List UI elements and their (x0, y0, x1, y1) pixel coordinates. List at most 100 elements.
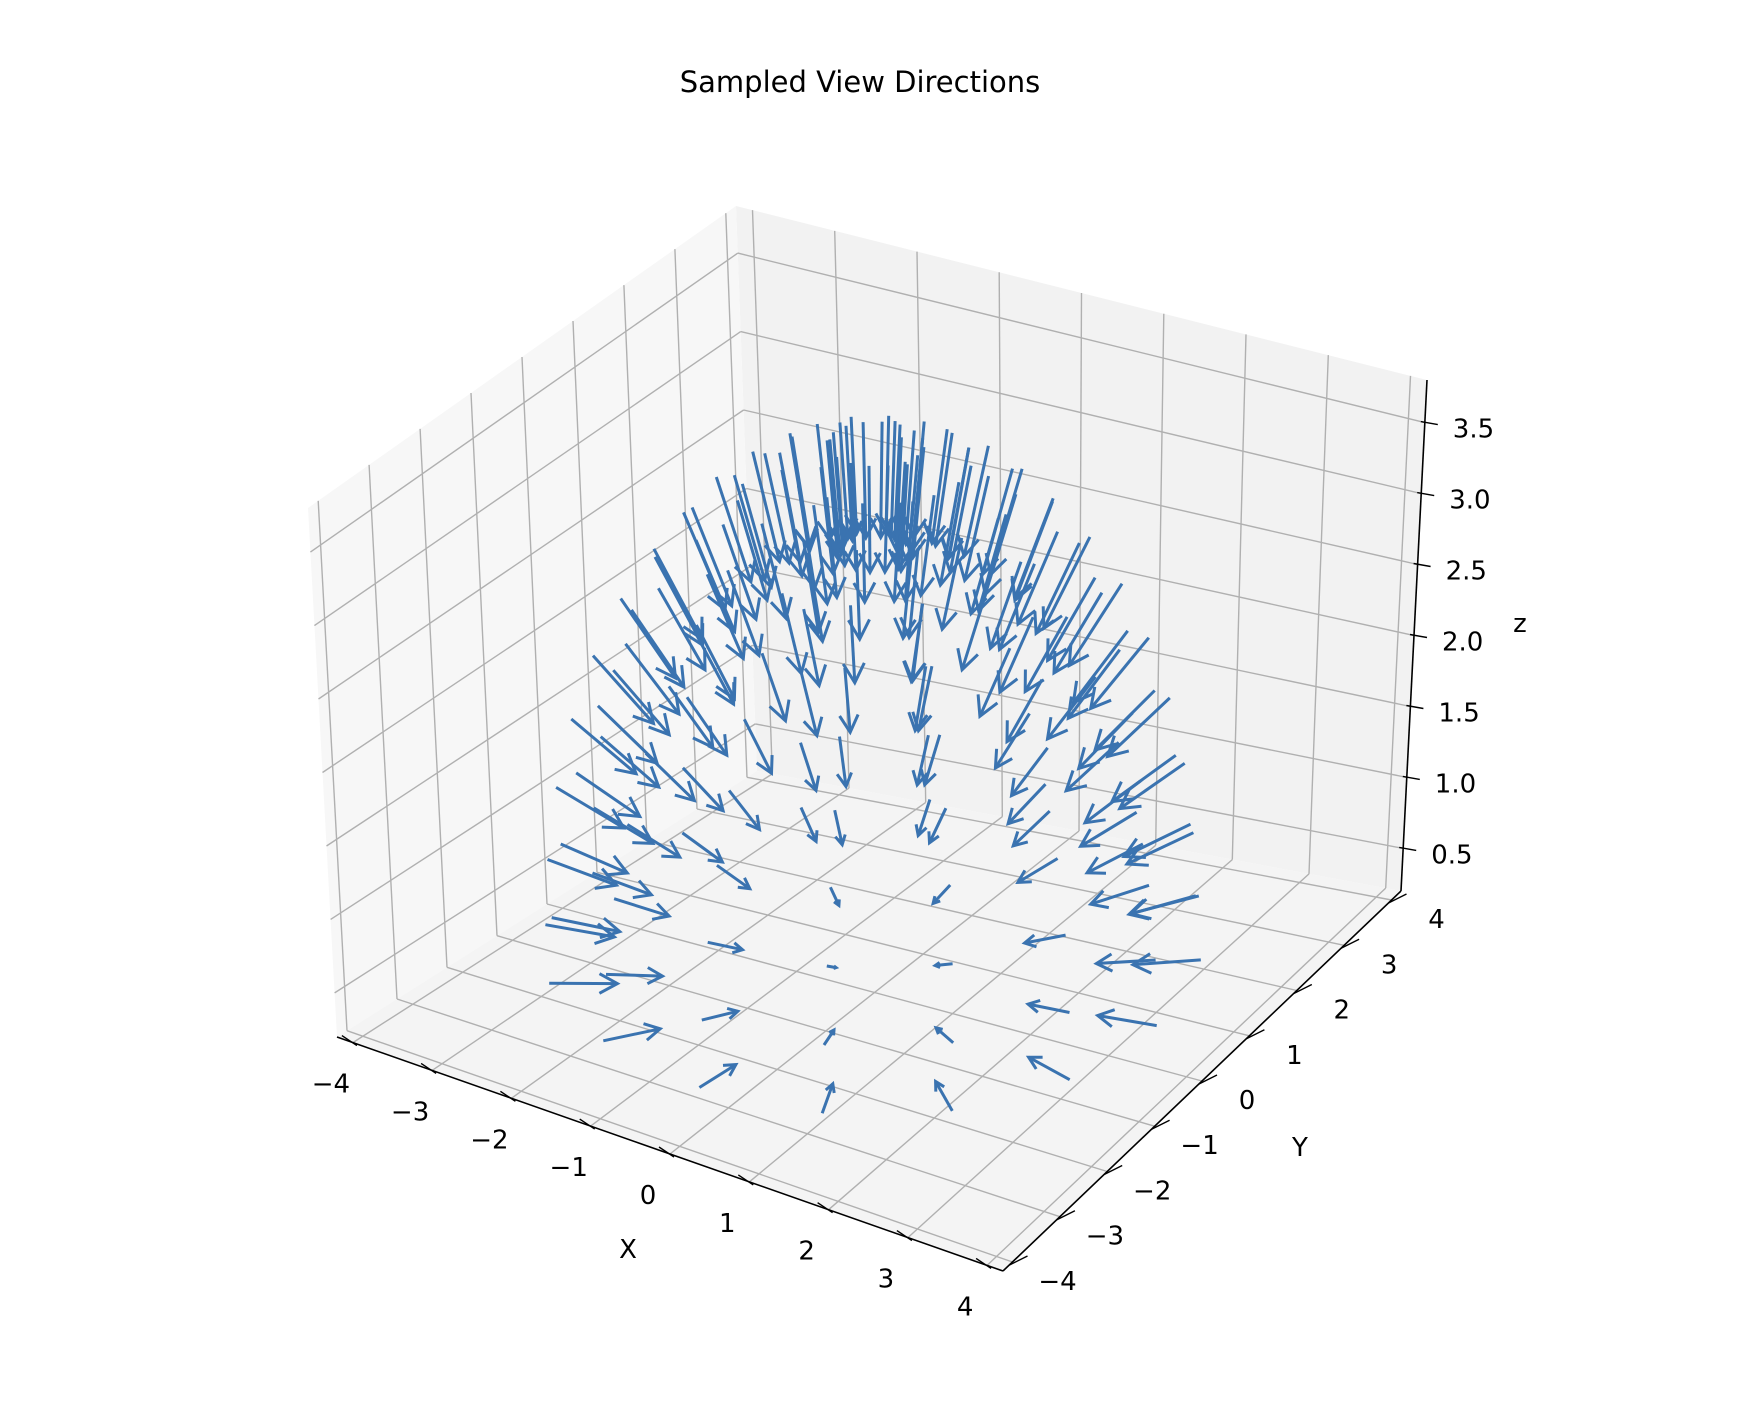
y-grid-floor (646, 840, 1297, 992)
axis-lines (336, 379, 1438, 1272)
view-direction-arrow (681, 766, 726, 813)
x-tick-label: 0 (640, 1181, 657, 1211)
view-direction-arrow (1088, 636, 1150, 711)
view-direction-arrow (612, 669, 672, 738)
view-direction-arrow (1126, 894, 1197, 921)
view-direction-arrow (984, 468, 1024, 578)
view-direction-arrow (740, 483, 778, 591)
view-direction-arrow (727, 789, 762, 832)
y-grid-floor (596, 871, 1250, 1037)
view-direction-arrow (591, 654, 656, 726)
view-direction-arrow (682, 511, 729, 613)
y-tick-mark (1103, 1164, 1123, 1176)
view-direction-arrow (602, 1022, 664, 1043)
view-direction-arrow (934, 1078, 954, 1112)
z-axis-label: z (1513, 609, 1527, 639)
view-direction-arrow (1052, 591, 1104, 676)
y-axis-label: Y (1291, 1133, 1308, 1163)
y-tick-label: −1 (1180, 1131, 1218, 1161)
view-direction-arrow (1023, 616, 1069, 695)
y-tick-mark (1293, 983, 1313, 995)
view-direction-arrow (763, 452, 797, 567)
x-tick-mark (658, 1146, 675, 1158)
view-direction-arrow (721, 524, 762, 623)
y-grid-floor (546, 903, 1203, 1082)
y-grid-floor (446, 966, 1108, 1173)
view-direction-arrow (1046, 576, 1097, 664)
y-grid-floor (496, 935, 1155, 1127)
y-tick-label: 4 (1428, 905, 1445, 935)
view-direction-arrow (914, 799, 932, 839)
view-direction-arrow (575, 771, 643, 819)
view-direction-arrow (1077, 811, 1138, 848)
y-tick-label: 3 (1381, 950, 1398, 980)
y-tick-label: 0 (1239, 1086, 1256, 1116)
z-grid-left-wall (322, 487, 747, 774)
view-direction-arrow (624, 642, 681, 717)
z-grid-back-wall (740, 330, 1422, 495)
view-direction-arrow (1014, 531, 1059, 627)
view-direction-arrow (1015, 857, 1059, 885)
view-direction-arrow (926, 432, 954, 550)
view-direction-arrow (751, 451, 787, 565)
view-direction-arrow (806, 552, 832, 645)
y-axis-line (1002, 890, 1402, 1272)
x-tick-mark (975, 1257, 992, 1269)
view-direction-arrow (911, 734, 930, 788)
view-direction-arrow (829, 886, 841, 909)
view-direction-arrow (799, 672, 824, 739)
z-grid-back-wall (743, 409, 1418, 566)
view-direction-arrow (907, 666, 929, 734)
view-direction-arrow (812, 504, 837, 607)
view-direction-arrow (911, 665, 934, 734)
view-direction-arrow (685, 696, 729, 758)
x-tick-label: −4 (312, 1070, 350, 1100)
x-tick-mark (737, 1174, 754, 1186)
y-tick-mark (1246, 1029, 1265, 1040)
view-direction-arrow (630, 609, 686, 690)
z-tick-mark (1409, 633, 1428, 639)
z-grid-back-wall (737, 252, 1425, 424)
view-direction-arrow (899, 548, 923, 641)
view-direction-arrow (1021, 933, 1066, 949)
view-direction-arrow (716, 864, 753, 891)
view-direction-arrow (976, 647, 1012, 720)
y-tick-mark (1340, 938, 1360, 949)
view-direction-arrow (930, 883, 952, 906)
z-tick-mark (1413, 562, 1431, 568)
view-direction-arrow (1033, 542, 1081, 637)
x-tick-mark (896, 1230, 913, 1242)
view-direction-arrow (1093, 952, 1156, 973)
view-direction-arrow (693, 631, 736, 707)
view-direction-arrow (619, 597, 678, 681)
view-direction-arrow (681, 831, 725, 864)
y-tick-mark (1056, 1210, 1076, 1221)
floor-pane (337, 771, 1401, 1271)
y-tick-label: 2 (1334, 996, 1351, 1026)
view-direction-arrow (605, 966, 666, 986)
x-tick-label: −1 (550, 1153, 588, 1183)
view-direction-arrow (996, 616, 1035, 696)
view-direction-arrow (1025, 998, 1070, 1014)
view-direction-arrow (742, 718, 774, 776)
z-tick-label: 2.5 (1446, 557, 1487, 587)
view-direction-arrow (841, 605, 866, 686)
x-tick-label: −2 (470, 1125, 508, 1155)
z-tick-label: 0.5 (1431, 840, 1472, 870)
view-direction-arrow (919, 734, 942, 788)
view-direction-arrow (1129, 952, 1201, 975)
view-direction-arrow (570, 717, 639, 776)
z-tick-label: 2.0 (1442, 628, 1483, 658)
z-tick-mark (1406, 704, 1424, 710)
view-direction-arrow (707, 940, 746, 955)
view-direction-arrow (1076, 711, 1134, 771)
axis-panes (308, 206, 1427, 1271)
y-tick-mark (1009, 1255, 1028, 1266)
view-direction-arrow (834, 422, 859, 542)
tick-labels: −4−3−2−101234−4−3−2−1012340.51.01.52.02.… (312, 415, 1494, 1323)
view-direction-arrow (657, 587, 707, 673)
x-axis-label: X (619, 1235, 637, 1265)
view-direction-arrow (560, 842, 631, 877)
grid-lines (309, 210, 1425, 1266)
